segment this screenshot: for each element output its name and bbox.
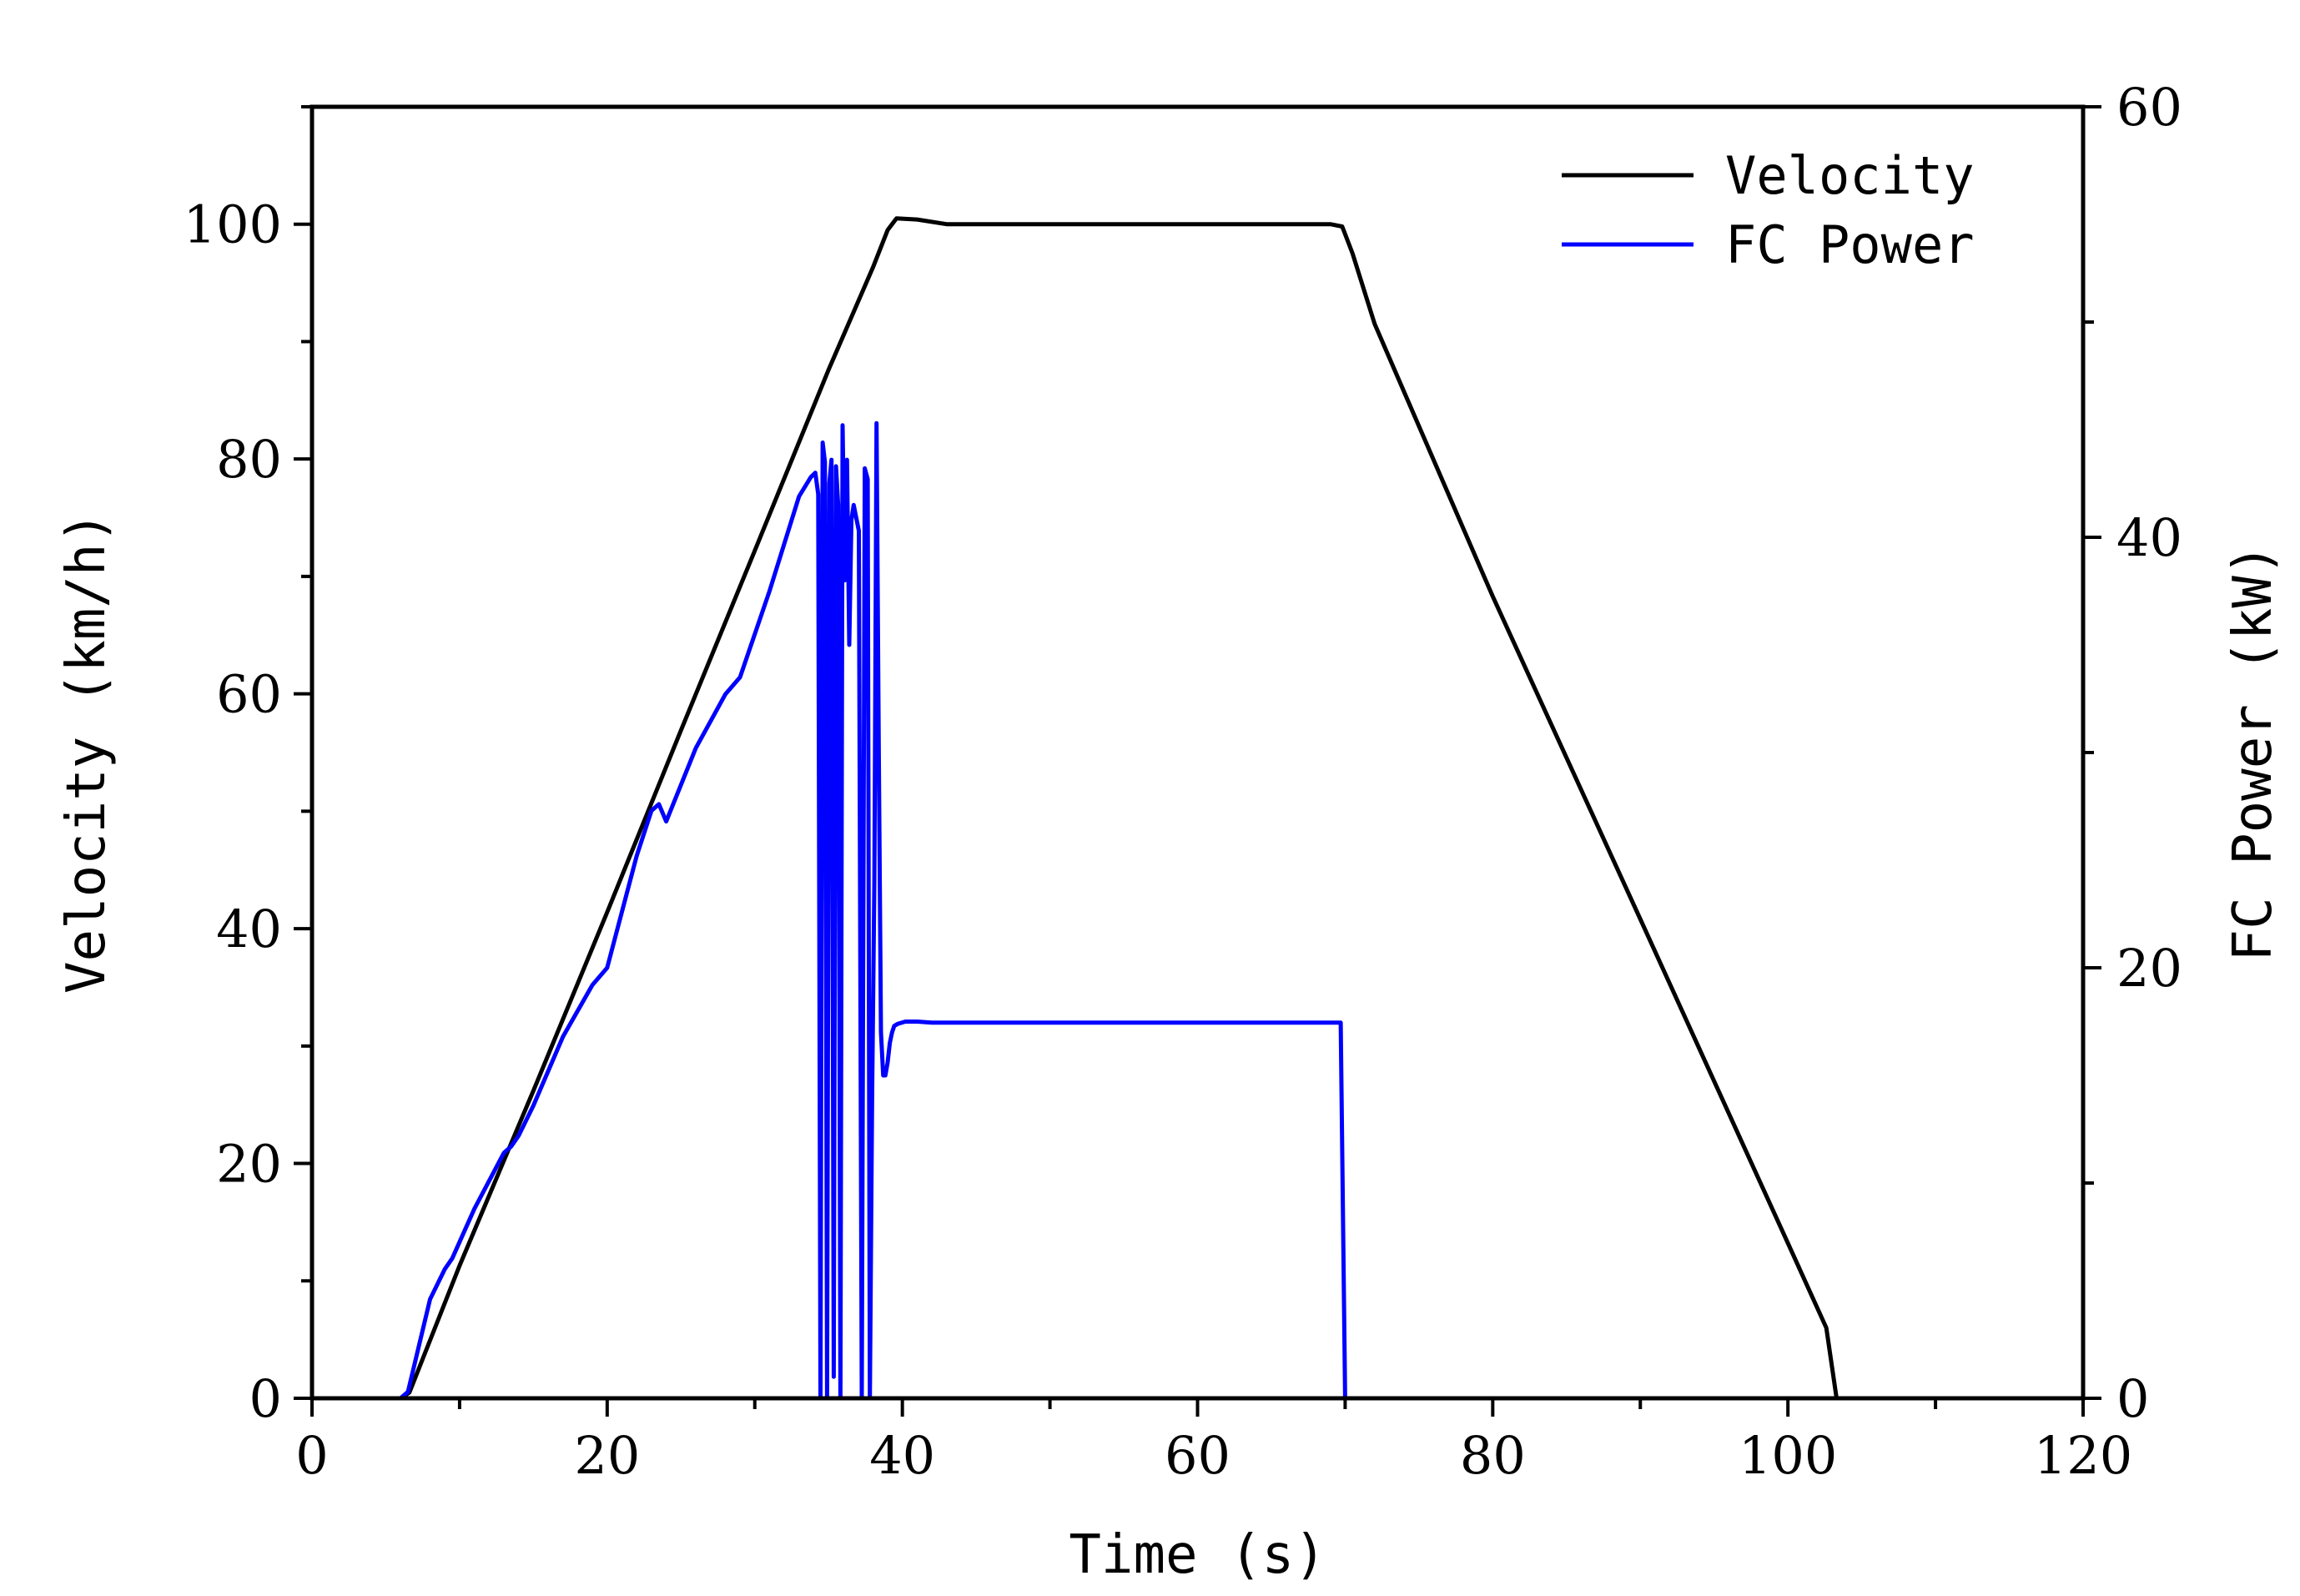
legend-label-velocity: Velocity <box>1725 145 1975 206</box>
x-tick-label: 0 <box>295 1425 328 1486</box>
y2-tick-label: 0 <box>2116 1368 2149 1429</box>
y2-tick-label: 60 <box>2116 77 2182 138</box>
y-axis-title: Velocity (km/h) <box>56 511 118 994</box>
x-tick-label: 80 <box>1460 1425 1526 1486</box>
y-tick-label: 0 <box>249 1368 282 1429</box>
series-layer <box>310 216 1938 1401</box>
x-tick-label: 100 <box>1739 1425 1837 1486</box>
y-tick-label: 80 <box>216 429 282 490</box>
x-tick-label: 20 <box>574 1425 640 1486</box>
series-line-fc-power <box>310 420 1923 1401</box>
y2-tick-label: 20 <box>2116 938 2182 999</box>
legend: Velocity FC Power <box>1562 145 1975 275</box>
y-tick-label: 60 <box>216 664 282 725</box>
x-tick-label: 120 <box>2034 1425 2132 1486</box>
y2-tick-label: 40 <box>2116 507 2182 568</box>
legend-label-fc-power: FC Power <box>1725 214 1975 275</box>
y2-axis-title: FC Power (kW) <box>2222 544 2284 962</box>
x-axis-title: Time (s) <box>1069 1524 1326 1586</box>
y-tick-label: 40 <box>216 899 282 959</box>
ticks-layer <box>294 105 2101 1417</box>
plot-frame <box>310 104 2086 1401</box>
x-tick-label: 60 <box>1165 1425 1231 1486</box>
series-line-velocity <box>310 216 1938 1401</box>
y-tick-label: 20 <box>216 1134 282 1195</box>
x-tick-label: 40 <box>869 1425 935 1486</box>
y-tick-label: 100 <box>184 194 282 255</box>
